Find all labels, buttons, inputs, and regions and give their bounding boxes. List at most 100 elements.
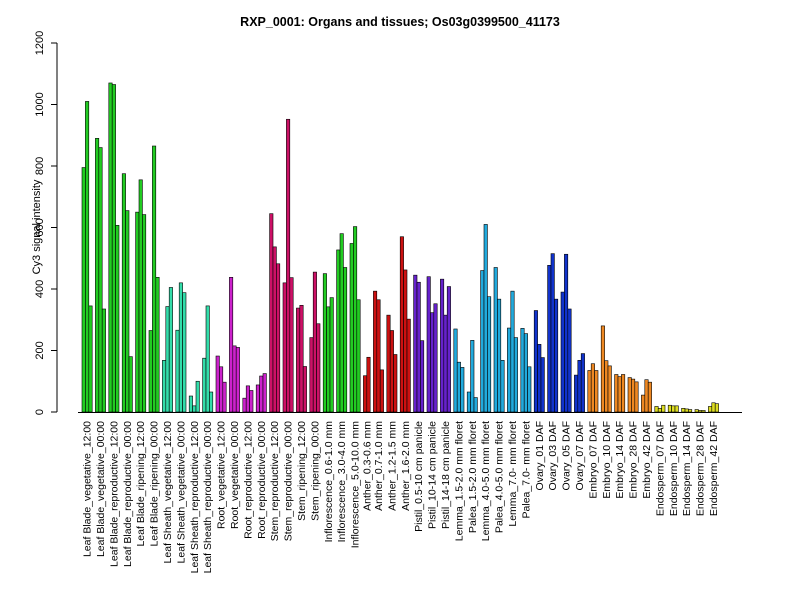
bar [607, 365, 612, 413]
bar [222, 381, 227, 413]
bar [205, 305, 210, 413]
bar [701, 410, 706, 413]
x-tick-label: Endosperm_10 DAF [668, 421, 680, 516]
y-axis: 0 200 400 600 800 1000 1200 [34, 31, 58, 415]
x-tick-label: Embryo_28 DAF [628, 421, 640, 499]
bar [497, 298, 502, 413]
x-tick-label: Anther_0.3-0.6 mm [361, 421, 373, 511]
x-tick-label: Leaf Blade_reproductive_12:00 [108, 421, 120, 567]
y-tick-label: 600 [34, 218, 46, 236]
bar [312, 271, 317, 413]
bar [574, 374, 579, 413]
y-tick-label: 1000 [34, 92, 46, 116]
bar [262, 373, 267, 413]
x-tick-label: Endosperm_07 DAF [654, 421, 666, 516]
bar [473, 397, 478, 413]
bar [232, 345, 237, 413]
bar [550, 253, 555, 413]
bar [560, 291, 565, 413]
x-tick-label: Endosperm_42 DAF [708, 421, 720, 516]
x-tick-label: Root_reproductive_00:00 [256, 421, 268, 539]
bar [580, 353, 585, 413]
bar [614, 374, 619, 413]
x-tick-label: Ovary_05 DAF [561, 421, 573, 490]
bar [430, 312, 435, 413]
bar [641, 394, 646, 413]
bar [523, 333, 528, 413]
bar [245, 385, 250, 413]
bar [399, 236, 404, 413]
bar [299, 304, 304, 413]
x-tick-label: Leaf Blade_vegetative_00:00 [95, 421, 107, 557]
bar [520, 328, 525, 413]
y-axis-label: Cy3 signal intensity [31, 179, 43, 274]
bar [393, 354, 398, 413]
x-tick-label: Embryo_07 DAF [587, 421, 599, 499]
bar [661, 404, 666, 413]
x-tick-label: Lemma_1.5-2.0 mm floret [453, 421, 465, 541]
bar [135, 211, 140, 413]
x-tick-label: Lemma_7.0- mm floret [507, 421, 519, 527]
x-tick-label: Pistil_14-18 cm panicle [440, 421, 452, 529]
bar [634, 381, 639, 413]
x-tick-label: Root_reproductive_12:00 [242, 421, 254, 539]
bar [554, 298, 559, 413]
bar [195, 380, 200, 413]
bar [507, 327, 512, 413]
bar [547, 265, 552, 413]
bar [276, 263, 281, 413]
bar [336, 249, 341, 413]
bar [537, 344, 542, 413]
bar [282, 282, 287, 413]
bar [229, 277, 234, 413]
bar [681, 408, 686, 413]
bar [631, 378, 636, 413]
x-tick-label: Anther_0.7-1.0 mm [373, 421, 385, 511]
bar [657, 408, 662, 413]
bar [379, 369, 384, 413]
y-tick-label: 200 [34, 341, 46, 359]
x-tick-label: Stem_reproductive_00:00 [283, 421, 295, 541]
bar [711, 402, 716, 413]
x-tick-label: Palea_7.0- mm floret [520, 421, 532, 519]
bar [708, 406, 713, 413]
bar [376, 299, 381, 413]
bar [296, 307, 301, 413]
bar [219, 366, 224, 413]
x-tick-label: Ovary_03 DAF [547, 421, 559, 490]
bar [527, 366, 532, 413]
bar [202, 357, 207, 413]
bar [654, 406, 659, 413]
x-tick-label: Palea_1.5-2.0 mm floret [467, 421, 479, 533]
bar [470, 340, 475, 413]
x-tick-label: Leaf Blade_ripening_00:00 [149, 421, 161, 547]
x-tick-label: Ovary_01 DAF [534, 421, 546, 490]
bar [453, 328, 458, 413]
bar [456, 361, 461, 413]
bar [329, 297, 334, 413]
bar [406, 318, 411, 413]
bar [403, 269, 408, 413]
x-tick-label: Anther_1.2-1.5 mm [386, 421, 398, 511]
chart-title: RXP_0001: Organs and tissues; Os03g03995… [240, 15, 560, 29]
bar [540, 357, 545, 413]
x-tick-label: Leaf Sheath_reproductive_00:00 [202, 421, 214, 574]
bar [255, 384, 260, 413]
bar [647, 381, 652, 413]
bar [168, 287, 173, 413]
bar [155, 277, 160, 413]
y-tick-label: 400 [34, 280, 46, 298]
bar [85, 101, 90, 413]
bar [627, 377, 632, 413]
x-tick-label: Root_vegetative_12:00 [216, 421, 228, 529]
bar [209, 391, 214, 413]
bar [162, 360, 167, 413]
x-tick-label: Inflorescence_0.6-1.0 mm [323, 421, 335, 543]
x-tick-label: Leaf Sheath_vegetative_12:00 [162, 421, 174, 564]
bar [617, 376, 622, 413]
bar [590, 363, 595, 413]
x-tick-label: Leaf Sheath_vegetative_00:00 [175, 421, 187, 564]
bar [587, 370, 592, 413]
bar [533, 310, 538, 413]
